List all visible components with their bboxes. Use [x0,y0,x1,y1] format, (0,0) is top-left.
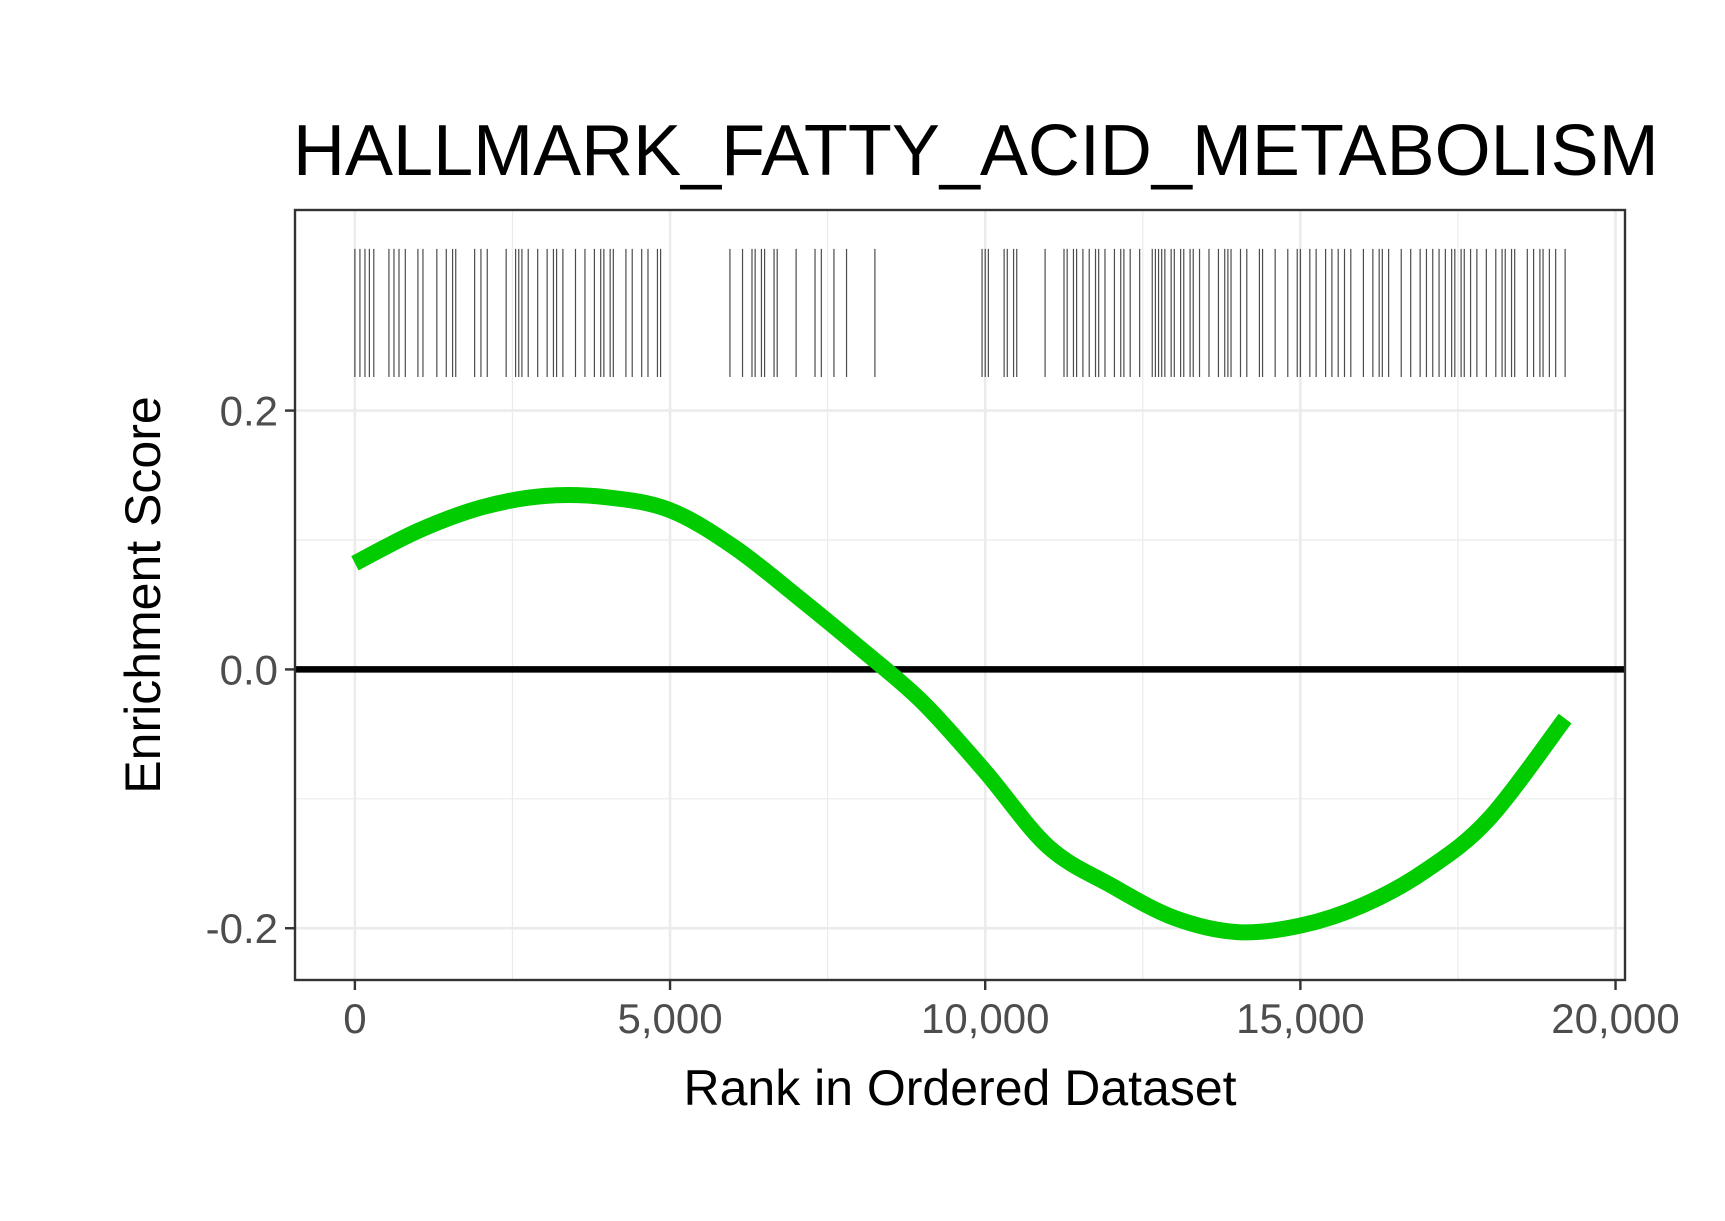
enrichment-score-curve [351,487,1572,941]
x-axis-label: Rank in Ordered Dataset [683,1060,1236,1116]
y-axis-label: Enrichment Score [115,396,171,793]
x-tick-label: 20,000 [1551,995,1679,1042]
chart-title: HALLMARK_FATTY_ACID_METABOLISM [293,111,1659,191]
axes: 0 5,000 10,000 15,000 20,000 -0.2 0.0 0.2 [206,388,1680,1042]
x-tick-label: 0 [343,995,366,1042]
x-tick-label: 10,000 [921,995,1049,1042]
x-tick-label: 5,000 [617,995,722,1042]
y-tick-label: -0.2 [206,905,278,952]
y-tick-label: 0.0 [220,646,278,693]
curve-layer [295,487,1625,941]
y-tick-label: 0.2 [220,388,278,435]
panel-border [293,208,1627,982]
gene-hit-marks [354,248,1566,377]
x-tick-label: 15,000 [1236,995,1364,1042]
